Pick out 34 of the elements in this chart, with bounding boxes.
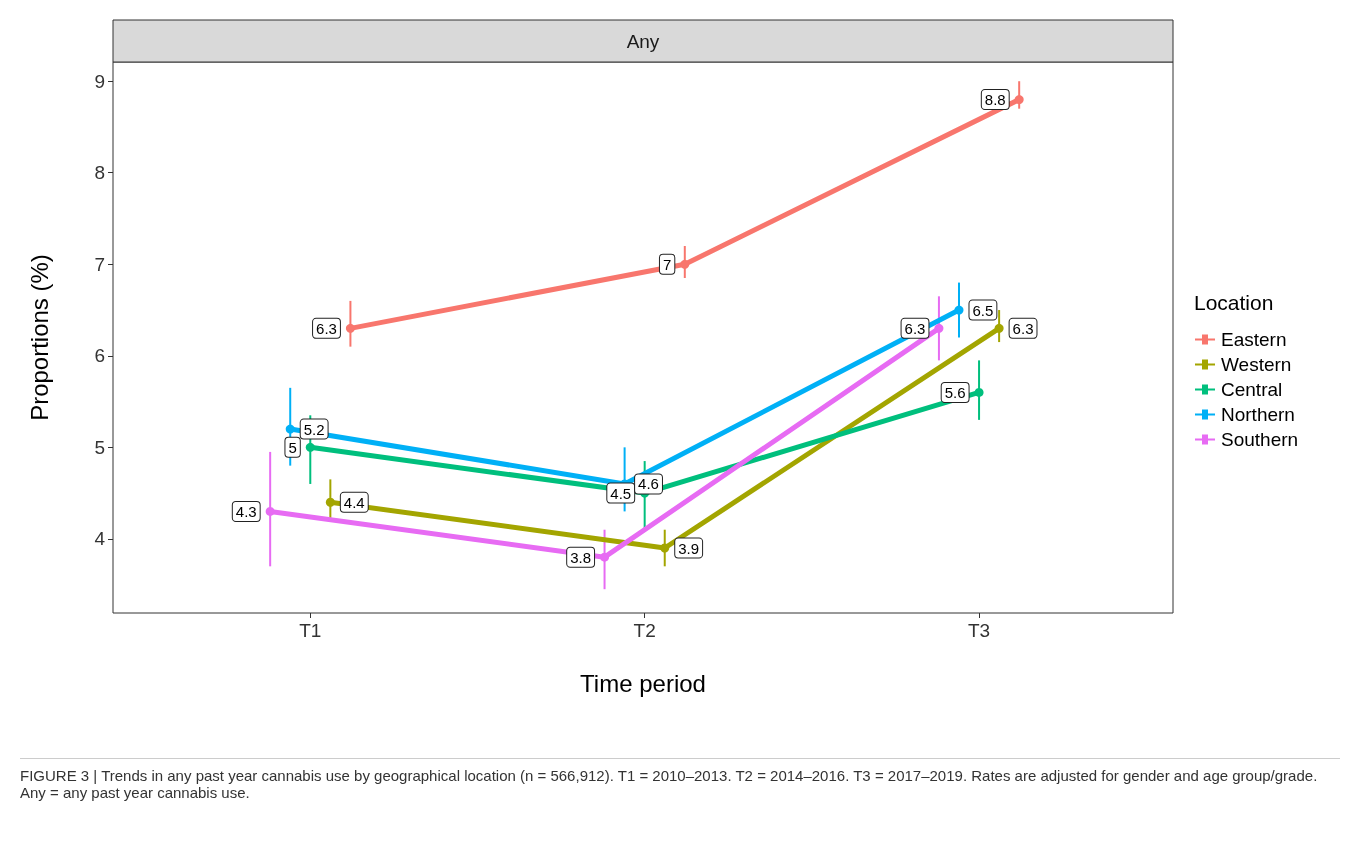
- data-label: 7: [662, 255, 672, 273]
- legend-label: Southern: [1221, 429, 1299, 450]
- data-label: 5.2: [303, 420, 325, 438]
- data-label: 8.8: [984, 91, 1006, 109]
- y-tick-label: 9: [94, 70, 105, 92]
- x-axis-title: Time period: [580, 669, 706, 697]
- data-label: 4.3: [235, 502, 257, 520]
- legend-label: Northern: [1221, 404, 1295, 425]
- legend-label: Eastern: [1221, 329, 1287, 350]
- x-tick-label: T1: [299, 620, 322, 641]
- y-tick-label: 7: [94, 253, 105, 275]
- caption: FIGURE 3 | Trends in any past year cannabis use by geographical location (n = 566,912). T1 = 2010–2013. T2 = 2014–2016. T3 = 2017–2019. Rates are adjusted for gender and age group/grade. Any = any past year cannabis use.: [20, 758, 1340, 801]
- x-tick-label: T2: [633, 620, 656, 641]
- data-label: 4.5: [610, 484, 632, 502]
- data-label: 6.3: [904, 319, 926, 337]
- data-label: 3.8: [570, 548, 592, 566]
- data-label: 4.6: [638, 475, 659, 493]
- y-tick-label: 4: [94, 528, 106, 550]
- data-label: 6.3: [1012, 319, 1034, 337]
- legend-label: Central: [1221, 379, 1283, 400]
- data-label: 3.9: [678, 539, 700, 557]
- chart-title: Any: [626, 30, 660, 52]
- y-axis-title: Proportions (%): [25, 254, 53, 421]
- data-label: 4.4: [343, 493, 365, 511]
- data-label: 6.5: [972, 301, 994, 319]
- legend-label: Western: [1221, 354, 1292, 375]
- data-label: 5: [288, 438, 297, 456]
- x-tick-label: T3: [967, 620, 991, 641]
- y-tick-label: 6: [94, 345, 105, 367]
- y-tick-label: 8: [94, 162, 105, 184]
- y-tick-label: 5: [94, 436, 105, 458]
- data-label: 6.3: [316, 319, 337, 337]
- legend-title: Location: [1194, 291, 1274, 314]
- data-label: 5.6: [944, 383, 966, 401]
